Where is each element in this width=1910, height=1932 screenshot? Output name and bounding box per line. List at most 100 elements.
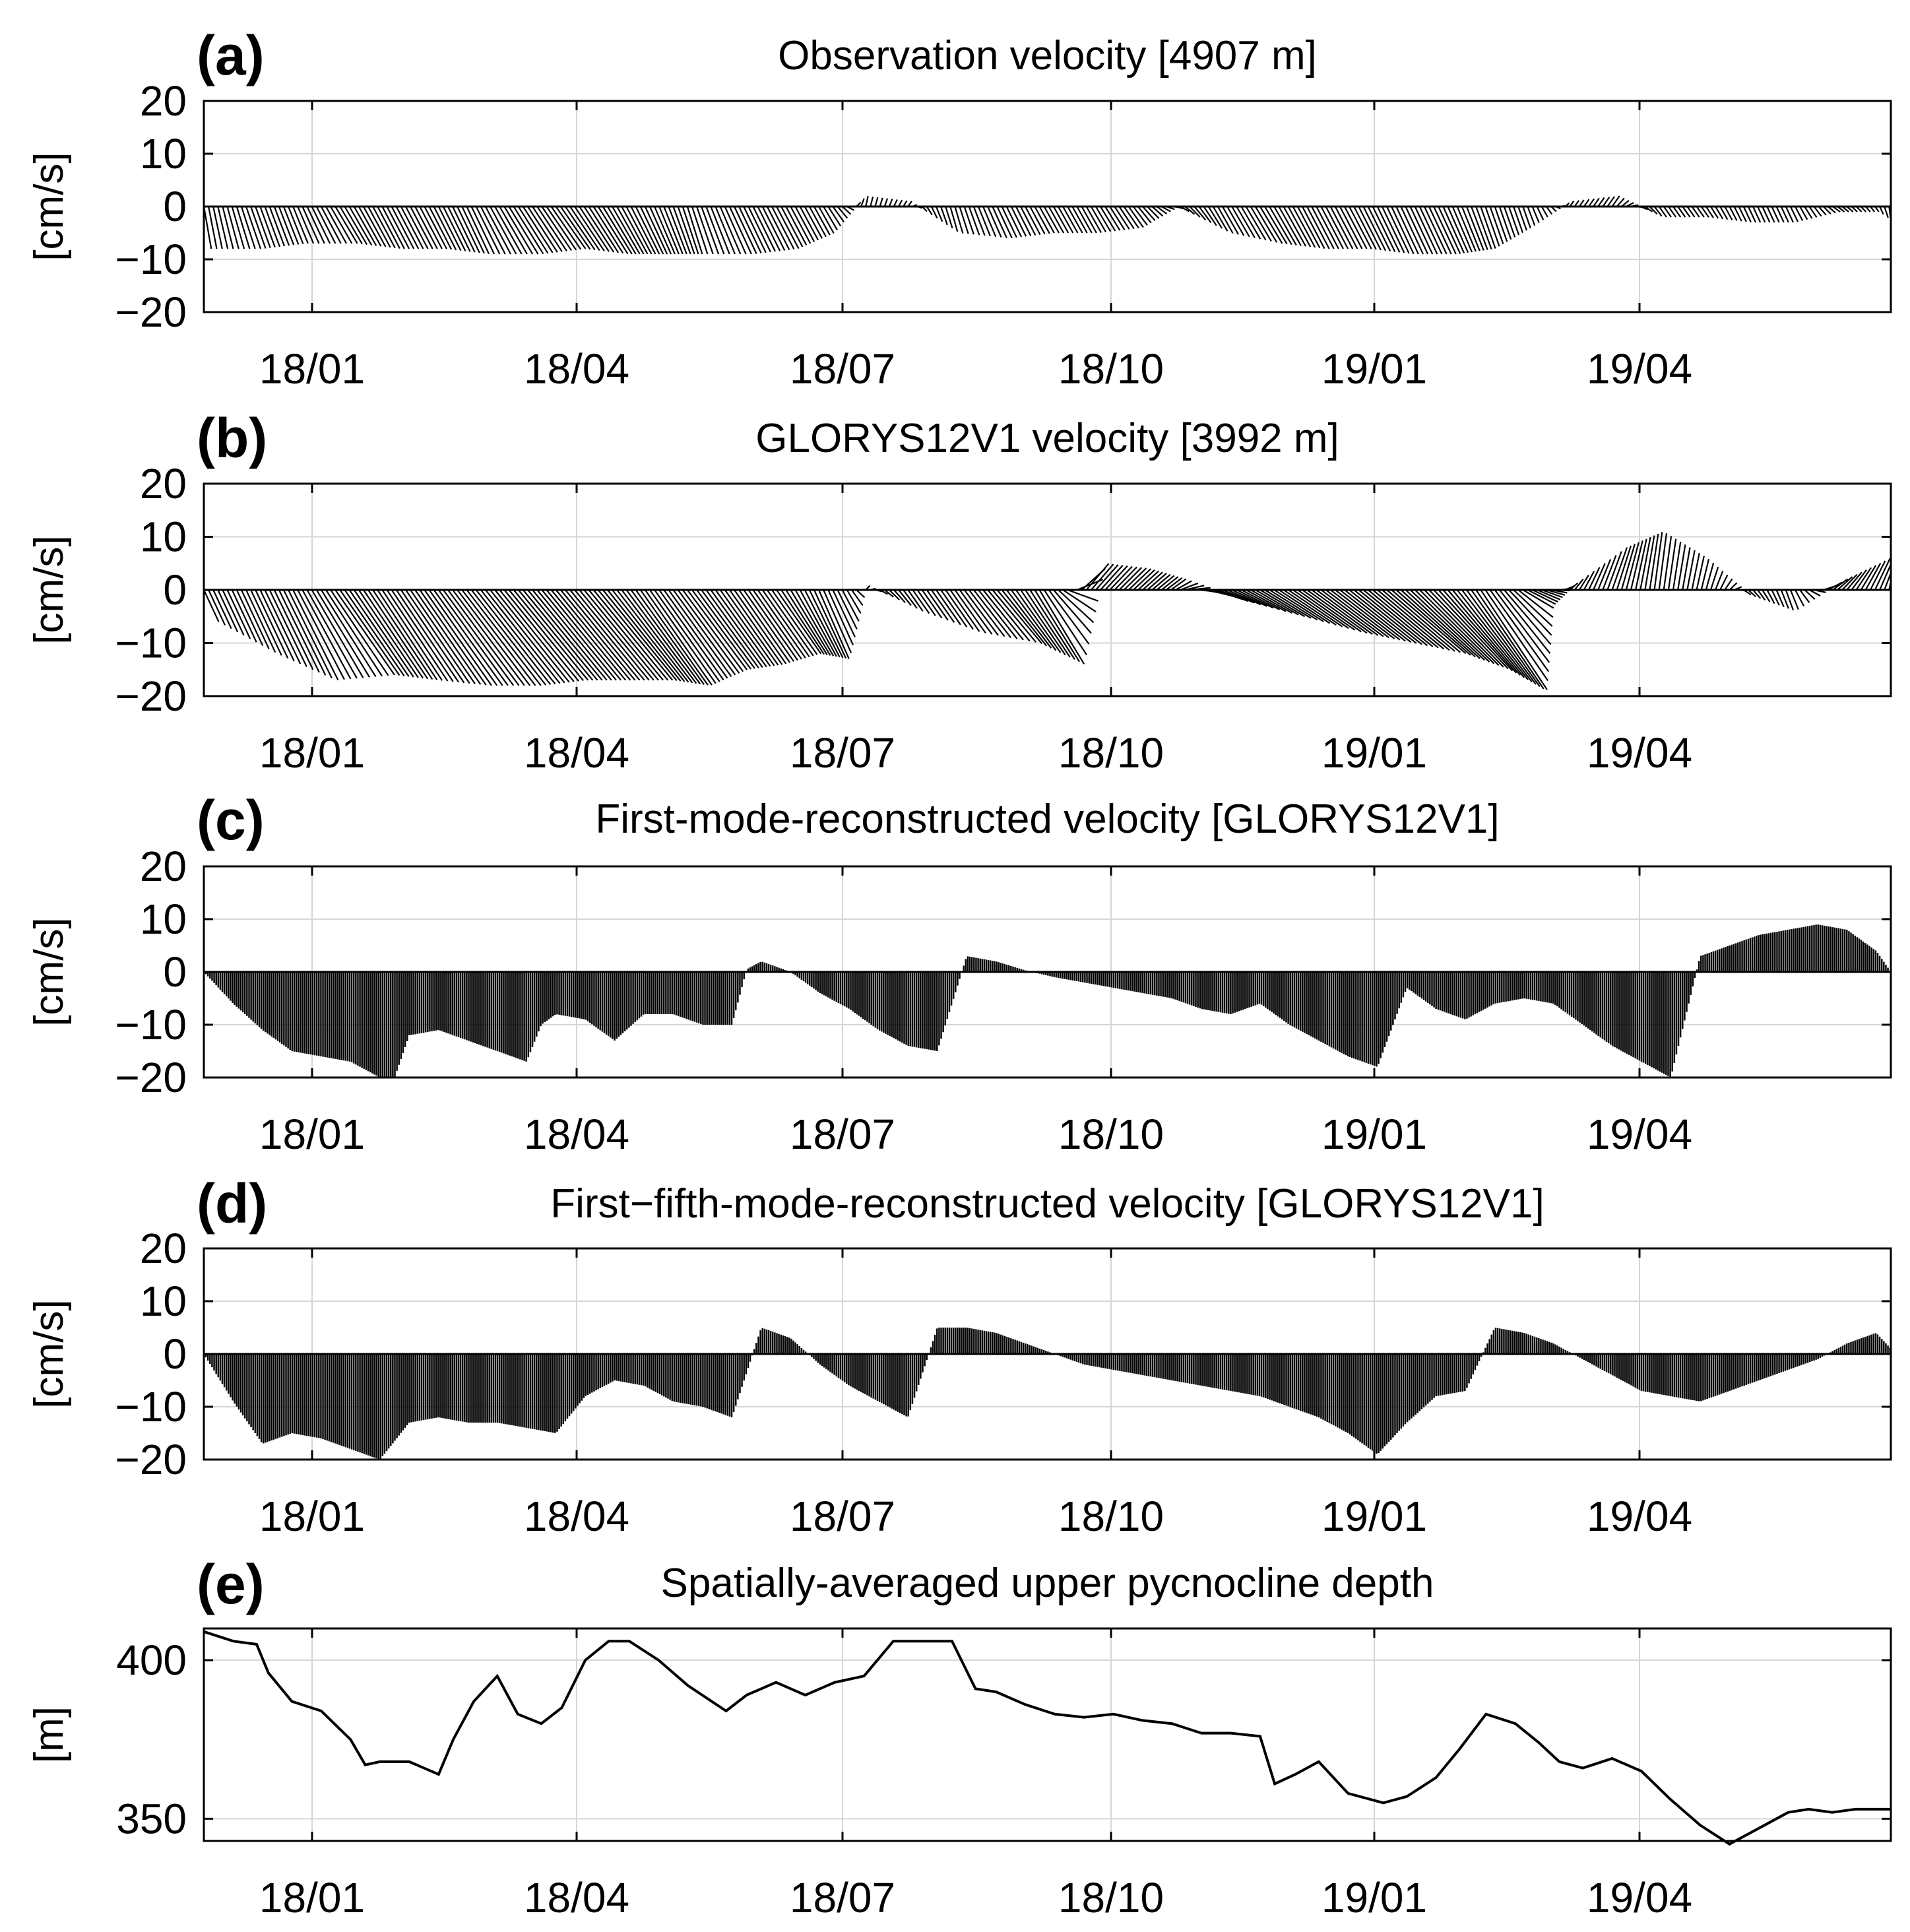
velocity-stick: [1494, 206, 1508, 242]
velocity-stick: [1147, 206, 1160, 219]
velocity-stick: [930, 589, 955, 624]
velocity-stick: [1085, 563, 1110, 591]
velocity-stick: [1344, 589, 1412, 643]
velocity-stick: [250, 589, 282, 656]
x-tick-label: 19/01: [1321, 1874, 1427, 1921]
velocity-stick: [992, 206, 1007, 238]
velocity-stick: [1747, 206, 1757, 223]
y-tick-label: 20: [140, 460, 187, 507]
velocity-stick: [621, 589, 693, 684]
velocity-stick: [1025, 589, 1071, 658]
y-tick-label: −20: [115, 672, 187, 720]
velocity-stick: [1677, 544, 1686, 591]
velocity-stick: [1226, 589, 1261, 606]
velocity-stick: [306, 589, 358, 679]
velocity-stick: [780, 206, 804, 247]
velocity-stick: [1682, 547, 1691, 591]
velocity-stick: [1297, 589, 1356, 631]
velocity-stick: [1564, 202, 1570, 207]
velocity-stick: [654, 589, 720, 682]
velocity-stick: [1236, 206, 1256, 239]
velocity-stick: [1884, 206, 1889, 218]
velocity-stick: [1851, 206, 1858, 212]
y-axis-label: [cm/s]: [26, 535, 72, 644]
velocity-stick: [1475, 206, 1492, 250]
velocity-stick: [1245, 206, 1267, 241]
velocity-stick: [1653, 532, 1663, 591]
velocity-stick: [1081, 206, 1097, 234]
velocity-stick: [1771, 589, 1780, 606]
velocity-stick: [1503, 206, 1516, 238]
velocity-stick: [1184, 585, 1205, 591]
y-tick-label: 20: [140, 1225, 187, 1272]
velocity-stick: [494, 589, 570, 683]
velocity-stick: [1874, 206, 1880, 212]
velocity-stick: [579, 589, 654, 681]
velocity-stick: [1672, 206, 1682, 218]
velocity-stick: [1020, 206, 1036, 236]
velocity-stick: [381, 589, 443, 681]
velocity-stick: [1236, 589, 1274, 609]
velocity-stick: [616, 206, 645, 255]
velocity-stick: [490, 206, 517, 255]
velocity-stick: [1254, 206, 1278, 243]
velocity-stick: [452, 589, 525, 686]
velocity-stick: [1813, 206, 1822, 217]
velocity-stick: [1067, 206, 1083, 234]
velocity-stick: [278, 206, 295, 245]
velocity-stick: [724, 589, 779, 666]
velocity-stick: [1391, 206, 1415, 255]
velocity-stick: [1301, 206, 1325, 249]
velocity-stick: [1804, 206, 1813, 219]
velocity-stick: [677, 589, 740, 674]
velocity-stick: [743, 589, 795, 662]
velocity-stick: [203, 206, 212, 249]
velocity-stick: [874, 197, 879, 207]
velocity-stick: [574, 589, 650, 681]
velocity-stick: [1621, 199, 1630, 207]
velocity-stick: [813, 589, 847, 659]
velocity-stick: [1644, 206, 1653, 212]
velocity-stick: [1837, 206, 1845, 212]
velocity-stick: [1104, 565, 1128, 591]
velocity-stick: [987, 589, 1031, 642]
velocity-stick: [1620, 544, 1636, 591]
velocity-stick: [1550, 589, 1568, 594]
velocity-stick: [1626, 202, 1634, 207]
velocity-stick: [1194, 206, 1207, 220]
velocity-stick: [255, 589, 289, 659]
velocity-stick: [1508, 589, 1552, 636]
velocity-stick: [353, 206, 377, 246]
velocity-stick: [428, 206, 453, 250]
velocity-stick: [1137, 570, 1159, 591]
velocity-stick: [522, 589, 598, 681]
velocity-stick: [245, 589, 276, 653]
velocity-stick: [1053, 589, 1092, 634]
velocity-stick: [1058, 589, 1095, 624]
velocity-stick: [559, 206, 591, 250]
velocity-stick: [1738, 206, 1747, 222]
velocity-stick: [968, 589, 1005, 637]
velocity-stick: [240, 589, 270, 649]
velocity-stick: [1367, 206, 1391, 252]
velocity-stick: [1639, 205, 1648, 210]
velocity-stick: [569, 589, 645, 681]
velocity-stick: [1484, 206, 1500, 247]
velocity-stick: [226, 589, 251, 639]
x-tick-label: 19/04: [1587, 1493, 1692, 1540]
velocity-stick: [898, 589, 912, 606]
velocity-stick: [1475, 589, 1544, 690]
velocity-stick: [1349, 206, 1372, 249]
velocity-stick: [1100, 206, 1116, 232]
panel-title: GLORYS12V1 velocity [3992 m]: [755, 416, 1339, 461]
velocity-stick: [1663, 206, 1672, 218]
velocity-stick: [879, 589, 888, 595]
velocity-stick: [208, 589, 226, 626]
velocity-stick: [780, 589, 825, 655]
velocity-stick: [485, 589, 561, 684]
velocity-stick: [715, 206, 736, 255]
velocity-stick: [1639, 536, 1651, 591]
velocity-stick: [1766, 589, 1775, 604]
velocity-stick: [297, 206, 315, 244]
